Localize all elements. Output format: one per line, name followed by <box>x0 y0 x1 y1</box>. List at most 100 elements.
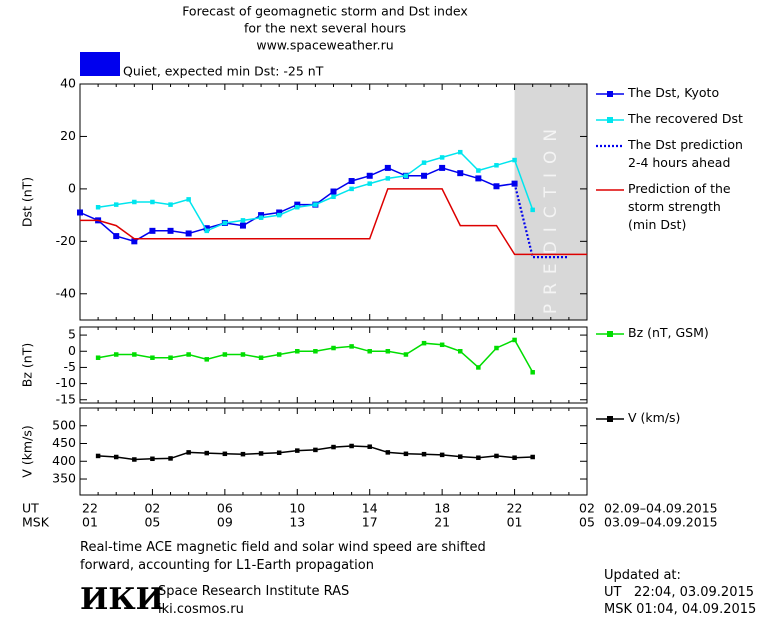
point <box>77 209 83 216</box>
y-tick-label: 0 <box>68 343 76 358</box>
legend-marker <box>607 117 613 123</box>
point <box>186 352 191 357</box>
point <box>204 228 209 234</box>
x-tick-label: 02 <box>579 501 595 516</box>
point <box>95 355 101 360</box>
point <box>185 230 192 237</box>
point <box>222 451 228 457</box>
point <box>457 170 464 177</box>
point <box>458 149 463 155</box>
point <box>113 233 120 240</box>
point <box>295 204 300 210</box>
site: www.spaceweather.ru <box>256 38 393 53</box>
point <box>367 181 372 186</box>
note: Real-time ACE magnetic field and solar w… <box>80 540 486 573</box>
legend-label: The Dst, Kyoto <box>628 85 720 100</box>
point <box>476 455 481 460</box>
subtitle: for the next several hours <box>244 21 406 36</box>
y-axis-label: Bz (nT) <box>20 343 35 387</box>
url: iki.cosmos.ru <box>158 602 244 617</box>
point <box>258 355 264 360</box>
point <box>131 238 138 245</box>
point <box>421 160 427 165</box>
y-tick-label: -15 <box>56 391 76 406</box>
point <box>348 178 355 185</box>
y-tick-label: 350 <box>52 471 76 486</box>
point <box>331 345 336 351</box>
point <box>313 349 318 354</box>
series-line <box>513 183 569 259</box>
point <box>403 173 409 179</box>
point <box>385 349 391 354</box>
point <box>149 227 156 234</box>
point <box>439 452 445 458</box>
y-axis-label: Dst (nT) <box>20 177 35 227</box>
point <box>295 349 300 354</box>
point <box>476 365 481 370</box>
point <box>168 355 173 360</box>
point <box>475 175 482 182</box>
y-tick-label: 5 <box>68 327 76 342</box>
msk-range: 03.09–04.09.2015 <box>604 515 718 530</box>
y-tick-label: 20 <box>60 128 76 143</box>
point <box>367 349 372 354</box>
x-tick-label: 05 <box>579 515 595 530</box>
point <box>530 454 535 460</box>
point <box>512 455 517 460</box>
legend-label: The Dst prediction 2-4 hours ahead <box>628 137 743 170</box>
point <box>366 172 373 179</box>
point <box>439 164 446 171</box>
x-tick-label: 09 <box>217 515 233 530</box>
point <box>150 456 155 462</box>
point <box>403 352 409 357</box>
point <box>168 456 173 461</box>
y-tick-label: 400 <box>52 453 76 468</box>
institute: Space Research Institute RAS <box>158 584 350 599</box>
point <box>439 342 445 348</box>
logo: ИКИ <box>80 582 164 617</box>
y-tick-label: 40 <box>60 76 76 91</box>
legend-marker <box>607 416 613 422</box>
point <box>476 168 481 173</box>
point <box>258 215 264 220</box>
y-tick-label: -20 <box>56 233 76 248</box>
point <box>186 450 191 455</box>
x-tick-label: 02 <box>144 501 160 516</box>
legend-label: Bz (nT, GSM) <box>628 325 709 340</box>
point <box>385 176 391 181</box>
point <box>168 202 173 207</box>
point <box>458 349 463 354</box>
point <box>240 352 246 357</box>
point <box>349 344 354 349</box>
legend-label: Prediction of the storm strength (min Ds… <box>628 181 731 232</box>
point <box>95 204 101 210</box>
y-tick-label: 0 <box>68 180 76 195</box>
y-tick-label: -5 <box>64 359 76 374</box>
point <box>132 352 137 357</box>
point <box>421 340 427 346</box>
legend-marker <box>607 331 613 337</box>
y-tick-label: 500 <box>52 417 76 432</box>
point <box>113 202 119 207</box>
point <box>313 202 318 207</box>
x-tick-label: 01 <box>82 515 98 530</box>
x-tick-label: 14 <box>362 501 378 516</box>
point <box>421 172 428 179</box>
point <box>239 222 246 229</box>
x-tick-label: 06 <box>217 501 233 516</box>
point <box>494 345 499 351</box>
x-tick-label: 13 <box>289 515 305 530</box>
point <box>349 443 354 449</box>
x-tick-label: 10 <box>289 501 305 516</box>
point <box>331 444 336 450</box>
point <box>512 157 517 163</box>
updated: Updated at: <box>604 568 681 583</box>
x-tick-label: 22 <box>82 501 98 516</box>
point <box>349 186 354 192</box>
point <box>186 197 191 202</box>
y-tick-label: -10 <box>56 375 76 390</box>
point <box>150 355 155 360</box>
point <box>204 357 209 362</box>
series-line <box>97 338 534 373</box>
prediction-band <box>514 84 587 320</box>
